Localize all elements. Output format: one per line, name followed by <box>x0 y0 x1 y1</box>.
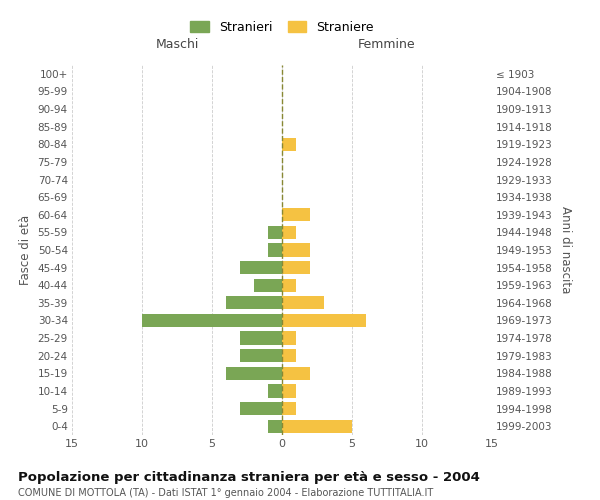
Bar <box>282 226 296 239</box>
Bar <box>282 296 324 310</box>
Bar <box>240 402 282 415</box>
Bar <box>240 349 282 362</box>
Bar <box>268 420 282 433</box>
Bar <box>226 296 282 310</box>
Y-axis label: Fasce di età: Fasce di età <box>19 215 32 285</box>
Legend: Stranieri, Straniere: Stranieri, Straniere <box>185 16 379 39</box>
Bar <box>282 244 310 256</box>
Bar <box>268 226 282 239</box>
Bar <box>282 208 310 222</box>
Text: Popolazione per cittadinanza straniera per età e sesso - 2004: Popolazione per cittadinanza straniera p… <box>18 472 480 484</box>
Bar <box>268 244 282 256</box>
Bar <box>282 314 366 327</box>
Bar <box>142 314 282 327</box>
Bar <box>282 332 296 344</box>
Bar <box>282 138 296 151</box>
Bar <box>254 278 282 292</box>
Bar <box>240 332 282 344</box>
Bar <box>282 366 310 380</box>
Bar <box>282 384 296 398</box>
Bar <box>226 366 282 380</box>
Bar <box>282 402 296 415</box>
Text: COMUNE DI MOTTOLA (TA) - Dati ISTAT 1° gennaio 2004 - Elaborazione TUTTITALIA.IT: COMUNE DI MOTTOLA (TA) - Dati ISTAT 1° g… <box>18 488 433 498</box>
Bar <box>240 261 282 274</box>
Bar <box>268 384 282 398</box>
Bar <box>282 278 296 292</box>
Text: Femmine: Femmine <box>358 38 416 51</box>
Bar <box>282 349 296 362</box>
Bar <box>282 261 310 274</box>
Y-axis label: Anni di nascita: Anni di nascita <box>559 206 572 294</box>
Text: Maschi: Maschi <box>155 38 199 51</box>
Bar <box>282 420 352 433</box>
